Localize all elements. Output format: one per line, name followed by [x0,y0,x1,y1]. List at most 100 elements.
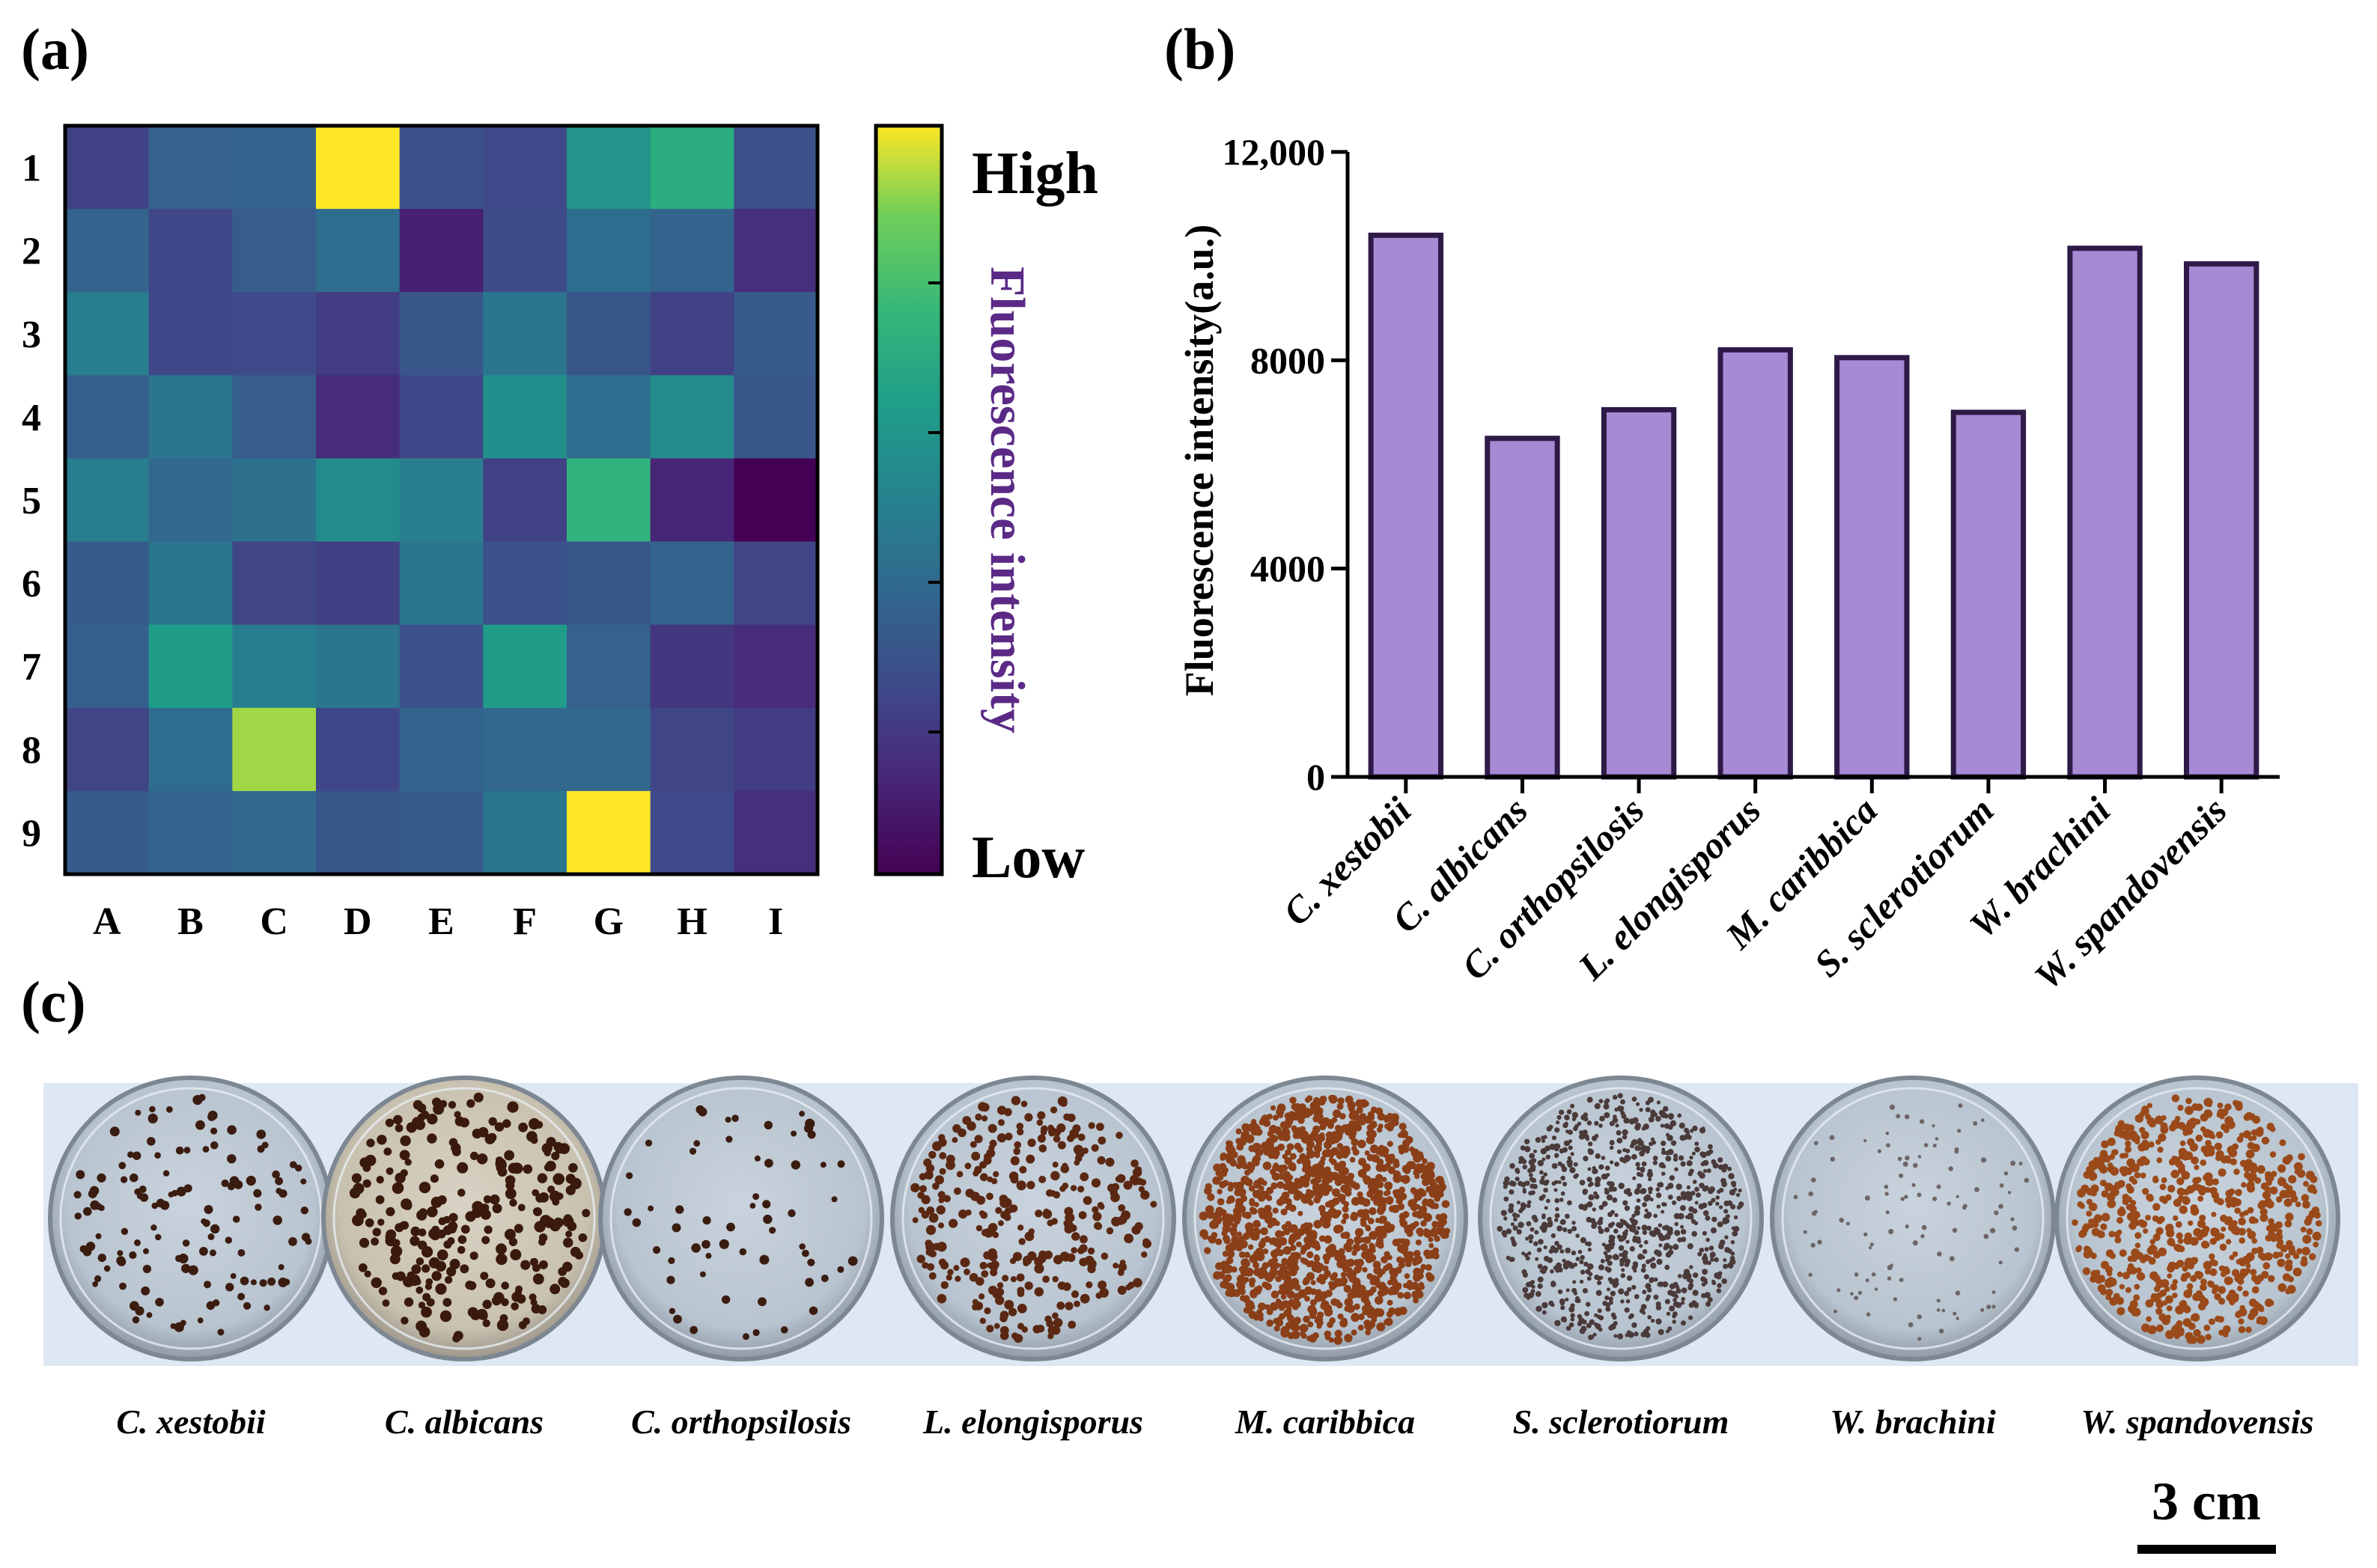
colony [2247,1180,2255,1189]
colony [1407,1161,1416,1170]
colony [2233,1168,2240,1175]
colony [1078,1211,1087,1219]
colony [2203,1109,2212,1117]
colony [2261,1136,2270,1145]
colony [953,1265,960,1272]
colony [955,1275,961,1282]
colony [1289,1096,1297,1104]
colony [535,1193,545,1203]
colony [1692,1180,1697,1184]
colony [1667,1195,1673,1200]
colony [2143,1158,2150,1166]
colony [2202,1225,2210,1233]
colony [1920,1234,1925,1239]
colony [1329,1284,1336,1291]
colony [1735,1192,1741,1198]
colony [1096,1123,1104,1131]
colony [1314,1135,1323,1144]
colony [2176,1260,2185,1268]
colony [1037,1111,1046,1120]
colony [1636,1166,1641,1171]
colony [2250,1269,2257,1276]
colony [1509,1189,1515,1195]
colony [2277,1283,2287,1293]
colony [1613,1334,1618,1338]
colony [1621,1113,1627,1119]
colony [1369,1207,1377,1215]
colony [1238,1284,1246,1290]
colony [1274,1221,1280,1227]
colony [2245,1150,2255,1159]
colony [1396,1256,1403,1263]
colony [2167,1261,2177,1271]
colony [1303,1315,1310,1323]
heatmap-cell-3I [734,292,818,376]
colony [2175,1305,2185,1315]
colony [230,1273,237,1279]
colony [563,1237,573,1248]
colony [2155,1308,2163,1315]
colony [1062,1255,1069,1262]
colony [758,1297,767,1307]
colony [202,1146,210,1153]
colony [147,1137,156,1146]
colony [434,1159,445,1169]
colony [1673,1156,1678,1162]
colony [1717,1221,1723,1227]
colony [383,1147,392,1156]
colony [1565,1297,1569,1302]
colony [1256,1309,1263,1316]
colony [1308,1200,1314,1206]
colony [987,1223,998,1233]
colony [1932,1196,1938,1201]
colony [1199,1229,1208,1238]
colony [1660,1123,1665,1128]
colony [2114,1236,2122,1244]
colony [1643,1195,1650,1202]
colony [439,1099,448,1108]
colony [511,1302,519,1311]
colony [1017,1323,1024,1330]
colony [300,1206,308,1215]
colony [1235,1244,1243,1251]
colony [2195,1184,2203,1191]
colony [705,1252,712,1259]
colony [1515,1169,1521,1174]
colony [1142,1238,1150,1245]
colony [1582,1189,1588,1195]
colony [180,1320,186,1326]
colony [2174,1115,2181,1122]
colony [1258,1119,1266,1126]
colony [94,1275,102,1283]
colony [2259,1253,2268,1261]
colony [1207,1211,1215,1219]
colony [1658,1328,1664,1335]
colony [431,1271,442,1281]
colony [2177,1238,2184,1244]
colony [1559,1249,1565,1254]
colony [2170,1283,2178,1291]
colony [1396,1238,1403,1244]
heatmap-cell-1B [148,126,233,210]
colony [256,1129,267,1139]
colony [2113,1293,2120,1300]
colony [1723,1209,1729,1214]
colony [2116,1307,2125,1316]
colony [1730,1239,1735,1245]
colony [1347,1172,1355,1180]
colony [1105,1157,1115,1167]
colony [109,1126,120,1137]
colony [1650,1230,1657,1237]
colony [210,1127,218,1135]
colony [1383,1265,1390,1272]
colony [1217,1271,1226,1279]
colony [2276,1196,2283,1203]
colony [1038,1144,1047,1153]
colony [1244,1169,1251,1176]
colony [1715,1201,1720,1206]
colony [1545,1154,1550,1160]
colony [2081,1184,2090,1193]
colony [1412,1257,1418,1263]
colony [1733,1215,1738,1220]
colony [2128,1176,2135,1183]
